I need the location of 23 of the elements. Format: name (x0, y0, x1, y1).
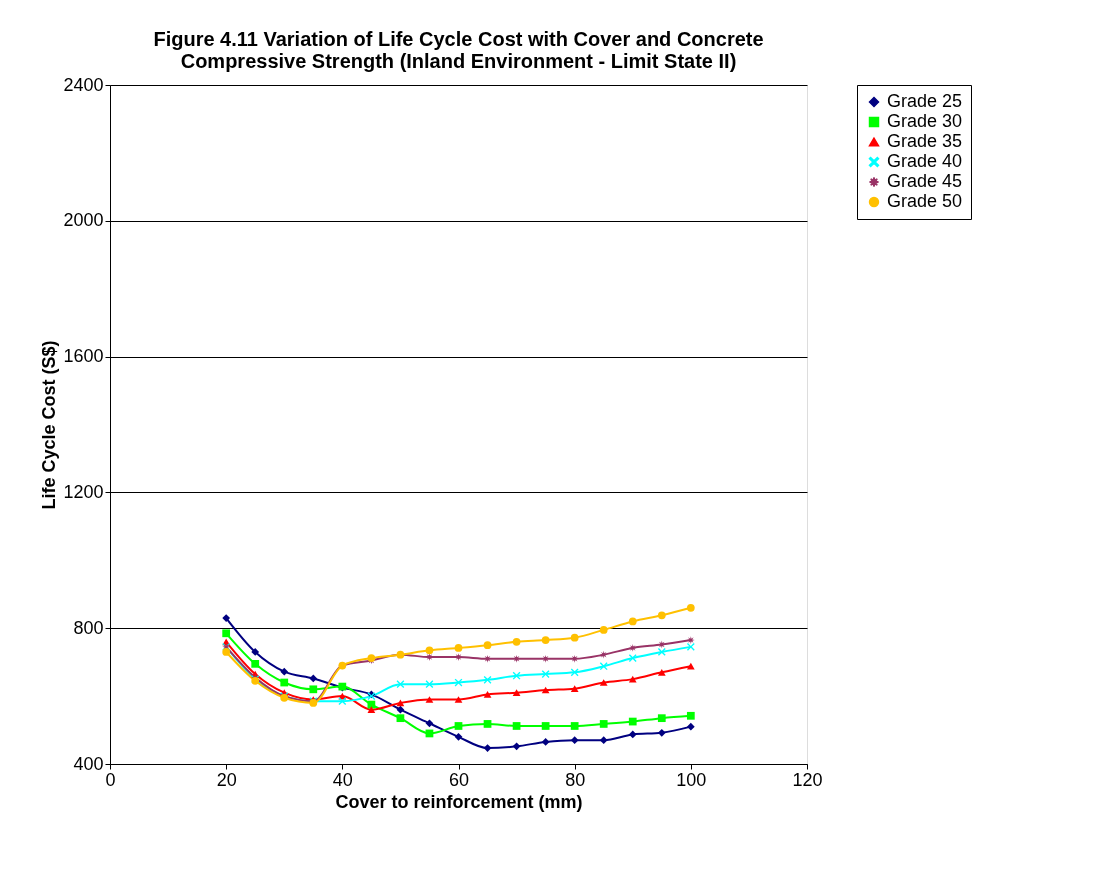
x-tick-label: 60 (448, 769, 470, 790)
x-tick-label: 0 (105, 769, 116, 790)
y-tick-label: 2400 (63, 74, 104, 95)
x-tick-label: 120 (792, 769, 823, 790)
x-tick-label: 40 (332, 769, 353, 790)
y-tick-label: 2000 (63, 210, 104, 231)
y-axis-title: Life Cycle Cost (S$) (39, 340, 60, 510)
y-tick-label: 1600 (63, 346, 104, 367)
y-tick-label: 1200 (63, 481, 104, 502)
x-tick-label: 80 (565, 769, 586, 790)
y-tick-label: 400 (73, 753, 104, 774)
text: Figure 4.11 Variation of Life Cycle Cost with Cover and Concrete (153, 28, 764, 50)
legend-label: Grade 40 (887, 151, 963, 171)
y-tick-label: 800 (73, 617, 104, 638)
text: Compressive Strength (Inland Environment - Limit State II) (180, 50, 737, 72)
legend-label: Grade 45 (887, 171, 963, 191)
x-tick-label: 100 (676, 769, 707, 790)
legend-label: Grade 50 (887, 191, 963, 211)
x-tick-label: 20 (216, 769, 237, 790)
x-axis-title: Cover to reinforcement (mm) (335, 791, 583, 812)
legend-label: Grade 30 (887, 111, 963, 131)
legend-label: Grade 25 (887, 91, 963, 111)
legend-label: Grade 35 (887, 131, 963, 151)
